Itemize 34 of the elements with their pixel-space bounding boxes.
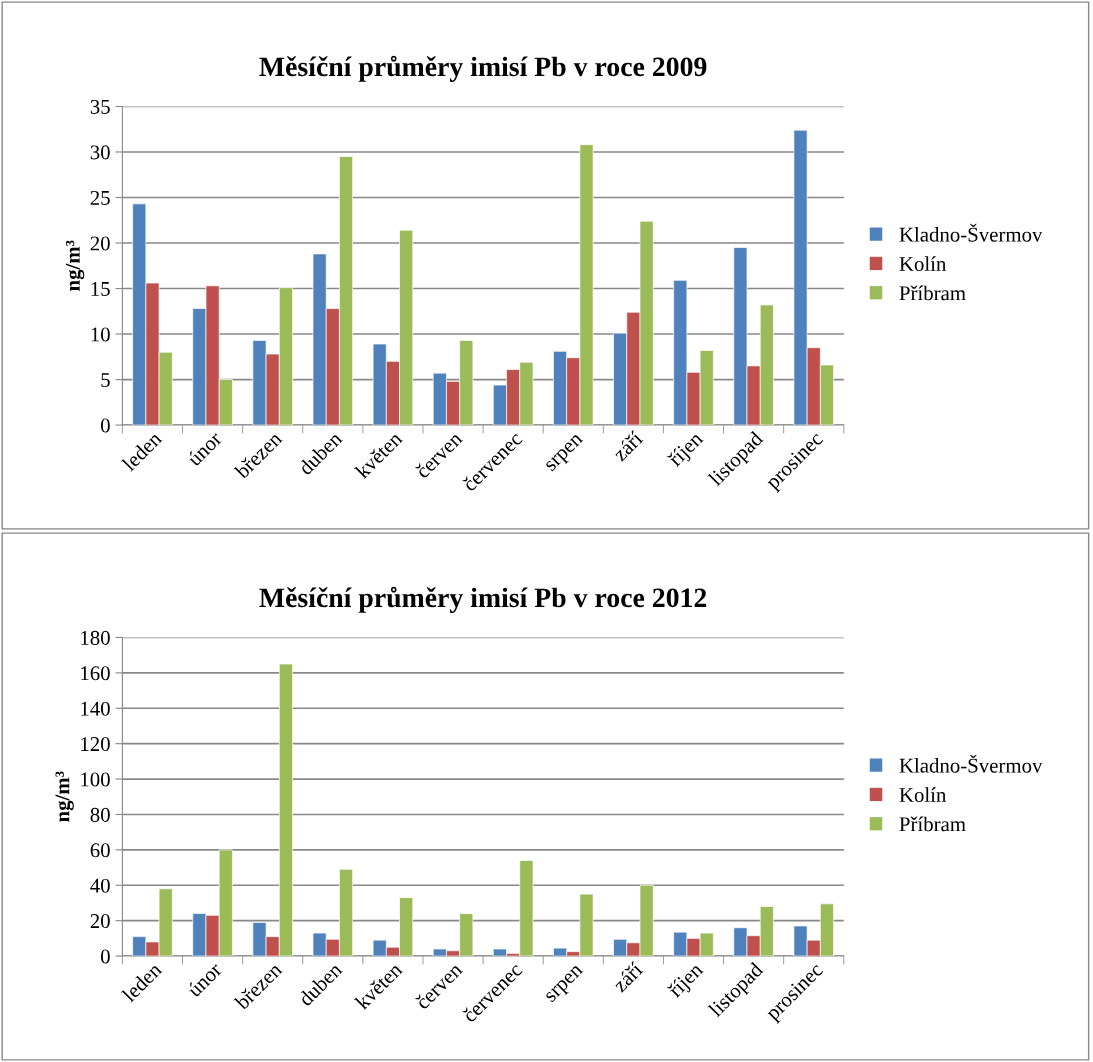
x-tick-label: říjen [666,961,707,1002]
legend-label: Kolín [899,787,947,802]
legend-label: Příbram [899,816,966,832]
y-tick-label: 35 [90,99,110,114]
legend-label: Příbram [899,285,966,301]
y-tick-label: 40 [90,878,110,893]
y-tick-label: 20 [90,236,110,251]
y-tick-label: 30 [90,145,110,160]
y-tick-label: 100 [81,772,110,787]
legend-label: Kladno-Švermov [899,754,1043,773]
chart-title: Měsíční průměry imisí Pb v roce 2009 [259,55,707,82]
x-tick-label: říjen [666,430,707,471]
legend-label: Kolín [899,256,947,271]
y-tick-label: 140 [81,701,110,716]
y-tick-label: 10 [91,327,110,342]
y-tick-label: 0 [100,949,110,964]
y-axis-title: ng/m³ [55,771,74,822]
y-tick-label: 180 [81,630,110,645]
legend-label: Kladno-Švermov [899,223,1043,242]
y-axis-title: ng/m³ [65,240,85,291]
y-tick-label: 0 [100,418,110,433]
x-tick-label: únor [185,430,223,468]
y-tick-label: 15 [91,282,110,296]
y-tick-label: 25 [90,190,110,205]
y-tick-label: 80 [90,807,110,822]
x-tick-label: září [611,961,644,993]
y-tick-label: 120 [81,737,110,752]
y-tick-label: 20 [90,914,110,929]
y-tick-label: 60 [90,843,110,858]
y-tick-label: 5 [101,373,110,387]
x-tick-label: září [611,430,644,462]
y-tick-label: 160 [81,666,110,681]
chart-title: Měsíční průměry imisí Pb v roce 2012 [259,586,707,613]
x-tick-label: únor [185,961,223,999]
